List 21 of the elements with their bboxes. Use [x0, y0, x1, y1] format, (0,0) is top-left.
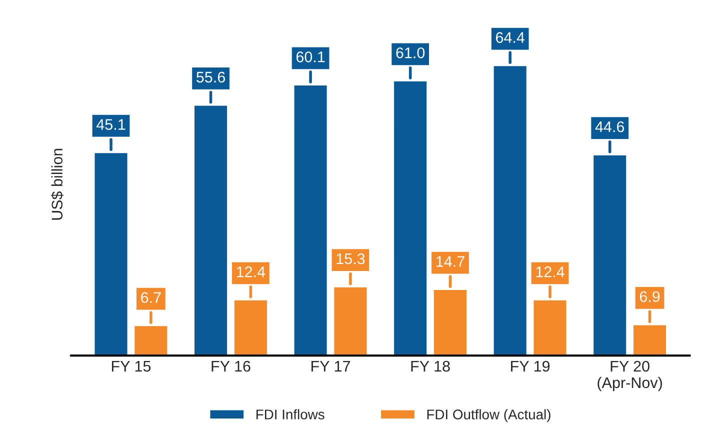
y-axis-title: US$ billion: [51, 148, 64, 220]
data-label: 6.9: [640, 291, 660, 302]
data-label: 64.4: [496, 32, 525, 43]
x-tick-label: FY 17: [312, 361, 350, 372]
data-label: 14.7: [436, 256, 464, 267]
x-tick-label: FY 15: [112, 361, 151, 372]
legend-label: FDI Inflows: [256, 409, 324, 420]
data-label: 60.1: [296, 51, 325, 62]
data-label: 15.3: [336, 253, 365, 264]
data-label: 44.6: [595, 121, 624, 132]
legend-label: FDI Outflow (Actual): [427, 409, 550, 422]
data-label: 55.6: [196, 72, 225, 83]
x-tick-label: FY 19: [511, 360, 550, 372]
x-tick-label: FY 20 (Apr-Nov): [598, 360, 662, 392]
data-label: 12.4: [536, 266, 564, 278]
data-label: 12.4: [236, 266, 266, 278]
data-label: 45.1: [96, 119, 126, 130]
x-tick-label: FY 18: [411, 360, 450, 372]
data-label: 6.7: [141, 292, 161, 303]
x-tick-label: FY 16: [212, 360, 250, 372]
data-label: 61.0: [396, 47, 425, 58]
